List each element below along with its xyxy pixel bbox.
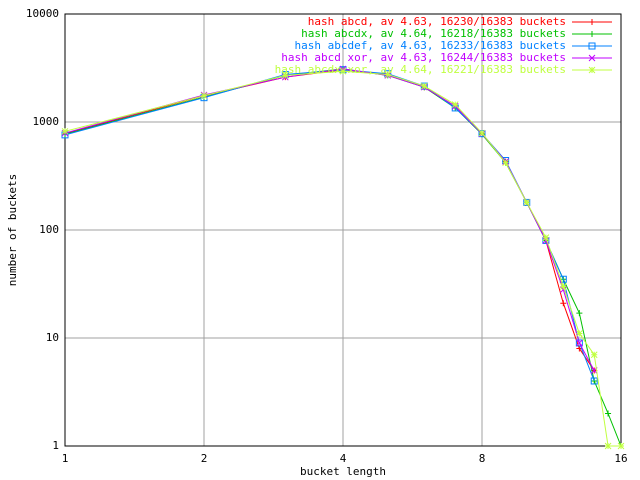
legend-label: hash abcdx xor, av 4.64, 16221/16383 buc… xyxy=(275,63,566,76)
legend-marker xyxy=(589,31,595,37)
point xyxy=(576,310,583,317)
y-tick-label: 100 xyxy=(39,223,59,236)
point xyxy=(576,330,583,337)
point xyxy=(560,300,567,307)
series-line xyxy=(64,69,595,371)
point xyxy=(478,129,486,137)
point xyxy=(605,410,612,417)
legend-label: hash abcd, av 4.63, 16230/16383 buckets xyxy=(308,15,566,28)
x-tick-label: 4 xyxy=(340,452,347,465)
point xyxy=(339,67,347,75)
point xyxy=(617,442,625,450)
y-tick-label: 10000 xyxy=(26,7,59,20)
point xyxy=(604,442,612,450)
legend-label: hash abcdx, av 4.64, 16218/16383 buckets xyxy=(301,27,566,40)
legend-label: hash abcd xor, av 4.63, 16244/16383 buck… xyxy=(281,51,566,64)
x-tick-label: 2 xyxy=(201,452,208,465)
point xyxy=(575,339,583,347)
legend-marker xyxy=(588,54,596,62)
legend-marker xyxy=(588,42,596,50)
point xyxy=(502,159,509,167)
point xyxy=(542,234,550,241)
point xyxy=(559,283,567,290)
x-tick-label: 8 xyxy=(479,452,486,465)
series-line xyxy=(64,70,621,447)
series-line xyxy=(64,69,595,382)
point xyxy=(590,377,598,385)
legend-marker xyxy=(589,19,595,25)
point xyxy=(200,92,208,100)
x-tick-label: 1 xyxy=(62,452,69,465)
plot-frame xyxy=(64,13,622,447)
point xyxy=(590,351,598,359)
point xyxy=(451,101,459,108)
x-axis-label: bucket length xyxy=(300,465,386,478)
legend-label: hash abcdef, av 4.63, 16233/16383 bucket… xyxy=(294,39,566,52)
y-tick-label: 1000 xyxy=(33,115,60,128)
y-tick-label: 10 xyxy=(46,331,59,344)
legend-marker xyxy=(588,66,596,74)
point xyxy=(523,199,531,206)
point xyxy=(576,339,583,347)
point xyxy=(420,82,428,90)
y-tick-label: 1 xyxy=(52,439,59,452)
point xyxy=(61,127,69,135)
x-tick-label: 16 xyxy=(614,452,627,465)
series-line xyxy=(64,68,595,371)
point xyxy=(591,377,598,384)
point xyxy=(384,71,392,78)
y-axis-label: number of buckets xyxy=(6,174,19,287)
point xyxy=(281,72,289,79)
